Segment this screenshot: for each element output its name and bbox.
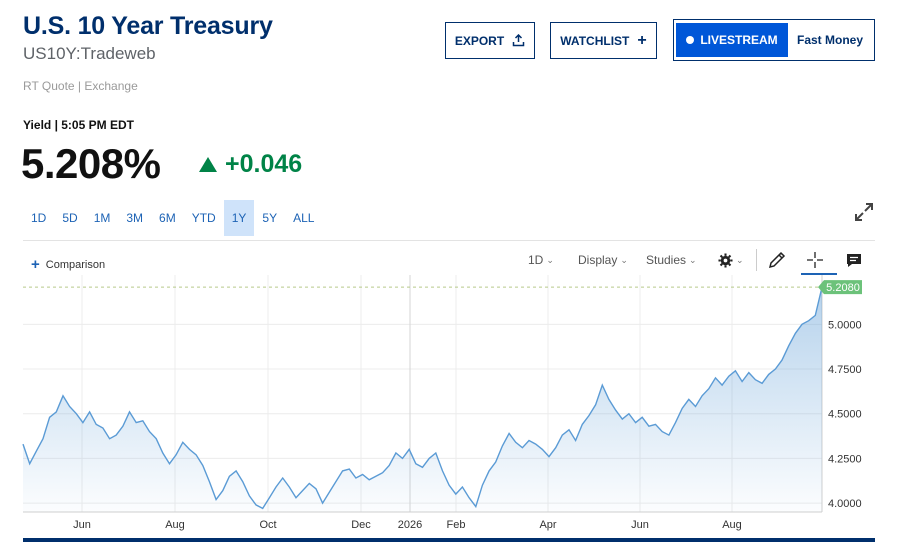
watchlist-button[interactable]: WATCHLIST + xyxy=(550,22,657,59)
last-price-tag xyxy=(818,280,862,295)
range-3m[interactable]: 3M xyxy=(126,211,144,225)
plus-icon: + xyxy=(637,31,647,49)
livestream-button[interactable]: LIVESTREAM xyxy=(676,23,788,57)
yield-timestamp: Yield | 5:05 PM EDT xyxy=(23,118,134,132)
range-1m[interactable]: 1M xyxy=(93,211,111,225)
livestream-label: LIVESTREAM xyxy=(700,33,778,47)
display-label: Display xyxy=(578,253,618,267)
price-change-value: +0.046 xyxy=(225,150,303,178)
series-area xyxy=(23,287,822,512)
chevron-down-icon: ⌄ xyxy=(620,254,628,265)
x-tick-label: Dec xyxy=(351,519,371,531)
studies-dropdown[interactable]: Studies ⌄ xyxy=(646,253,697,267)
y-tick-label: 4.5000 xyxy=(828,409,862,421)
range-ytd[interactable]: YTD xyxy=(191,211,216,225)
range-all[interactable]: ALL xyxy=(293,211,315,225)
studies-label: Studies xyxy=(646,253,687,267)
expand-icon[interactable] xyxy=(852,200,876,224)
x-tick-label: Jun xyxy=(631,519,649,531)
last-price: 5.208% xyxy=(21,140,161,187)
time-range-selector: 1D 5D 1M 3M 6M YTD 1Y 5Y ALL xyxy=(23,200,322,236)
range-1y[interactable]: 1Y xyxy=(223,200,255,236)
x-tick-label: Feb xyxy=(447,519,466,531)
x-tick-label: Jun xyxy=(73,519,91,531)
comment-icon[interactable] xyxy=(844,250,864,270)
chevron-down-icon: ⌄ xyxy=(736,255,744,265)
x-tick-label: Apr xyxy=(539,519,556,531)
x-tick-label: Aug xyxy=(165,519,185,531)
quote-source: RT Quote | Exchange xyxy=(23,79,138,93)
livestream-group: LIVESTREAM Fast Money xyxy=(673,19,875,61)
range-5y[interactable]: 5Y xyxy=(262,211,278,225)
last-price-tag-label: 5.2080 xyxy=(826,282,860,294)
active-tool-indicator xyxy=(801,273,837,275)
export-label: EXPORT xyxy=(454,33,505,48)
ticker-symbol: US10Y:Tradeweb xyxy=(23,44,156,63)
chevron-down-icon: ⌄ xyxy=(546,254,554,265)
y-tick-label: 4.2500 xyxy=(828,453,862,465)
price-chart[interactable]: 4.0000 4.2500 4.5000 4.7500 5.0000 Jun Aug Oct D… xyxy=(0,270,900,538)
toolbar-divider xyxy=(23,240,875,241)
y-tick-label: 5.0000 xyxy=(828,319,862,331)
range-5d[interactable]: 5D xyxy=(62,211,78,225)
export-button[interactable]: EXPORT xyxy=(445,22,535,59)
gear-icon xyxy=(718,253,733,268)
watchlist-label: WATCHLIST xyxy=(560,33,630,48)
fast-money-link[interactable]: Fast Money xyxy=(796,33,863,47)
up-arrow-icon xyxy=(199,157,217,172)
upload-icon xyxy=(512,34,525,47)
interval-dropdown[interactable]: 1D ⌄ xyxy=(528,253,554,267)
range-1d[interactable]: 1D xyxy=(31,211,47,225)
series-line xyxy=(22,286,823,510)
y-tick-label: 4.0000 xyxy=(828,498,862,510)
price-change: +0.046 xyxy=(199,150,302,179)
plus-icon: + xyxy=(31,256,40,273)
range-6m[interactable]: 6M xyxy=(159,211,176,225)
bottom-accent-bar xyxy=(23,538,875,542)
x-tick-label: 2026 xyxy=(398,519,422,531)
settings-dropdown[interactable]: ⌄ xyxy=(718,253,744,268)
pencil-icon[interactable] xyxy=(767,250,787,270)
comparison-label: Comparison xyxy=(45,258,106,271)
y-tick-label: 4.7500 xyxy=(828,364,862,376)
crosshair-icon[interactable] xyxy=(805,250,825,270)
live-dot-icon xyxy=(686,36,695,44)
x-tick-label: Oct xyxy=(259,519,276,531)
page-title: U.S. 10 Year Treasury xyxy=(23,12,273,40)
interval-label: 1D xyxy=(528,253,544,267)
x-tick-label: Aug xyxy=(722,519,742,531)
toolbar-separator xyxy=(756,249,757,271)
chevron-down-icon: ⌄ xyxy=(689,254,697,265)
display-dropdown[interactable]: Display ⌄ xyxy=(578,253,628,267)
comparison-button[interactable]: + Comparison xyxy=(31,256,105,273)
